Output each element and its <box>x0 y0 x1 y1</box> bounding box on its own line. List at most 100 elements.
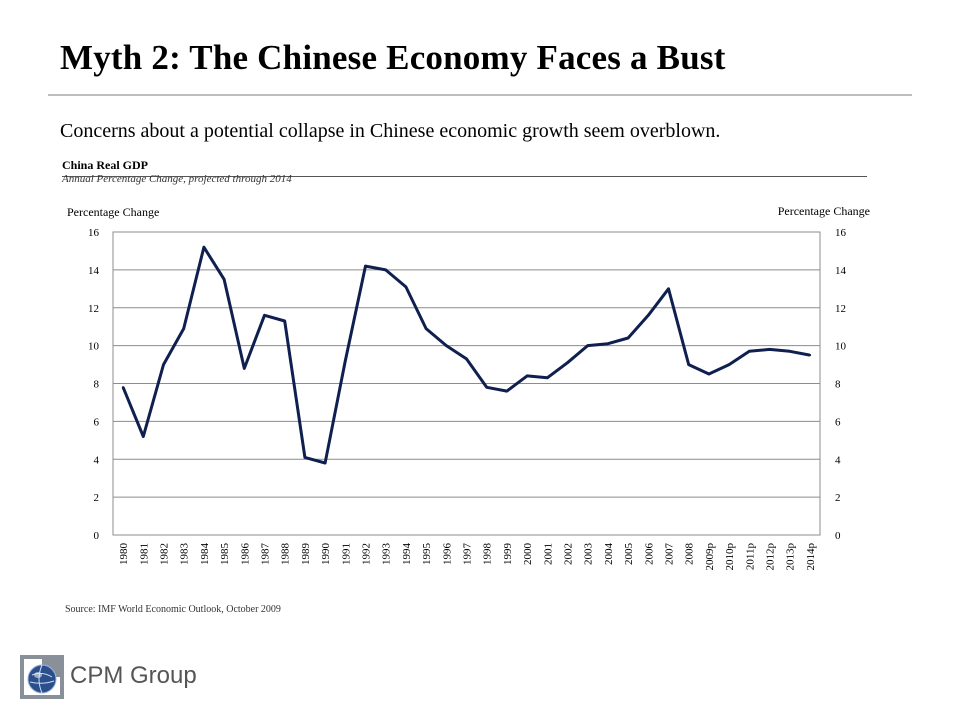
x-tick-label: 1997 <box>462 543 474 566</box>
right-axis-label: Percentage Change <box>778 204 870 218</box>
cpm-globe-logo-icon <box>20 655 64 699</box>
x-tick-label: 1980 <box>118 543 130 566</box>
x-tick-label: 1981 <box>138 543 150 565</box>
x-tick-label: 1985 <box>219 543 231 566</box>
data-point-1997 <box>465 357 468 361</box>
data-point-1981 <box>142 435 145 438</box>
data-point-2008 <box>687 363 690 366</box>
x-tick-label: 2002 <box>563 543 575 565</box>
x-tick-label: 1991 <box>340 543 352 565</box>
data-point-1998 <box>485 386 488 389</box>
series-line-0 <box>121 245 811 465</box>
data-point-2001 <box>546 376 549 380</box>
x-tick-label: 2006 <box>643 543 655 566</box>
left-tick-label: 8 <box>94 379 100 391</box>
right-axis-tick-labels: 0 2 4 6 8 10 12 14 16 <box>835 227 847 542</box>
x-tick-label: 1994 <box>401 543 413 566</box>
data-point-2007 <box>667 287 670 291</box>
x-tick-label: 1998 <box>482 543 494 566</box>
plot-area-frame <box>112 231 821 536</box>
data-point-2012p <box>768 348 771 351</box>
left-tick-label: 14 <box>88 265 100 277</box>
right-tick-label: 10 <box>835 341 847 353</box>
data-point-1990 <box>323 461 327 465</box>
data-point-1991 <box>344 359 347 362</box>
x-tick-label: 2013p <box>785 543 797 571</box>
x-tick-label: 1992 <box>361 543 373 565</box>
data-point-1988 <box>283 319 286 323</box>
gridlines <box>113 231 820 536</box>
data-point-2011p <box>748 350 751 353</box>
x-tick-label: 1990 <box>320 543 332 566</box>
data-point-1986 <box>243 367 246 370</box>
x-tick-label: 1982 <box>159 543 171 565</box>
data-point-1989 <box>303 456 307 459</box>
chart-heading-divider <box>62 176 867 177</box>
left-tick-label: 12 <box>88 303 99 315</box>
data-point-1983 <box>182 327 185 330</box>
source-note: Source: IMF World Economic Outlook, Octo… <box>65 604 281 615</box>
data-point-1980 <box>121 386 125 389</box>
x-tick-label: 2001 <box>542 543 554 565</box>
data-point-1999 <box>505 389 509 393</box>
data-point-1992 <box>364 264 367 268</box>
left-tick-label: 0 <box>94 530 100 542</box>
chart-subtitle: Annual Percentage Change, projected thro… <box>62 173 292 185</box>
x-tick-label: 1987 <box>260 543 272 566</box>
data-point-1993 <box>384 268 387 272</box>
data-point-1982 <box>162 363 165 366</box>
data-point-1985 <box>222 278 226 281</box>
left-tick-label: 2 <box>94 492 100 504</box>
slide-title: Myth 2: The Chinese Economy Faces a Bust <box>60 38 726 77</box>
x-tick-label: 2000 <box>522 543 534 566</box>
left-tick-label: 16 <box>88 227 100 239</box>
data-point-1994 <box>404 285 408 289</box>
right-tick-label: 14 <box>835 265 847 277</box>
data-point-2004 <box>606 342 610 345</box>
data-point-2005 <box>626 336 630 340</box>
left-tick-label: 10 <box>88 341 100 353</box>
x-tick-label: 2012p <box>765 543 777 571</box>
x-tick-label: 1984 <box>199 543 211 566</box>
x-tick-label: 2014p <box>805 543 817 571</box>
x-tick-label: 2003 <box>583 543 595 566</box>
data-point-2009p <box>707 372 711 376</box>
x-tick-label: 1996 <box>441 543 453 566</box>
company-name: CPM Group <box>70 662 197 689</box>
left-axis-tick-labels: 0 2 4 6 8 10 12 14 16 <box>88 227 100 542</box>
x-tick-label: 2007 <box>664 543 676 566</box>
gdp-line-chart: 0 2 4 6 8 10 12 14 16 0 2 4 6 8 10 12 14 16 1980 1981 1982… <box>67 204 870 571</box>
data-point-2003 <box>586 344 589 347</box>
left-tick-label: 4 <box>94 454 100 466</box>
data-point-2013p <box>788 350 791 353</box>
x-tick-label: 1999 <box>502 543 514 566</box>
x-tick-label: 1989 <box>300 543 312 566</box>
x-tick-label: 1983 <box>179 543 191 566</box>
right-tick-label: 12 <box>835 303 846 315</box>
data-point-2002 <box>566 361 569 364</box>
x-tick-label: 2010p <box>724 543 736 571</box>
data-point-1996 <box>445 344 448 347</box>
data-point-1984 <box>202 245 206 249</box>
data-point-1995 <box>424 327 428 330</box>
left-tick-label: 6 <box>94 416 100 428</box>
right-tick-label: 0 <box>835 530 841 542</box>
x-tick-label: 2008 <box>684 543 696 566</box>
x-tick-label: 2005 <box>623 543 635 566</box>
data-point-2014p <box>808 353 812 357</box>
data-point-2000 <box>525 374 529 378</box>
right-tick-label: 16 <box>835 227 847 239</box>
data-point-2010p <box>727 363 731 366</box>
x-axis-tick-labels: 1980 1981 1982 1983 1984 1985 1986 1987 1988 1989… <box>118 543 817 571</box>
right-tick-label: 4 <box>835 454 841 466</box>
x-tick-label: 2004 <box>603 543 615 566</box>
x-tick-label: 2011p <box>744 543 756 571</box>
data-point-1987 <box>263 314 266 317</box>
left-axis-label: Percentage Change <box>67 205 159 219</box>
x-tick-label: 1988 <box>280 543 292 566</box>
title-divider <box>48 94 912 96</box>
right-tick-label: 2 <box>835 492 841 504</box>
x-tick-label: 1986 <box>239 543 251 566</box>
x-tick-label: 2009p <box>704 543 716 571</box>
series-layer <box>121 245 812 465</box>
